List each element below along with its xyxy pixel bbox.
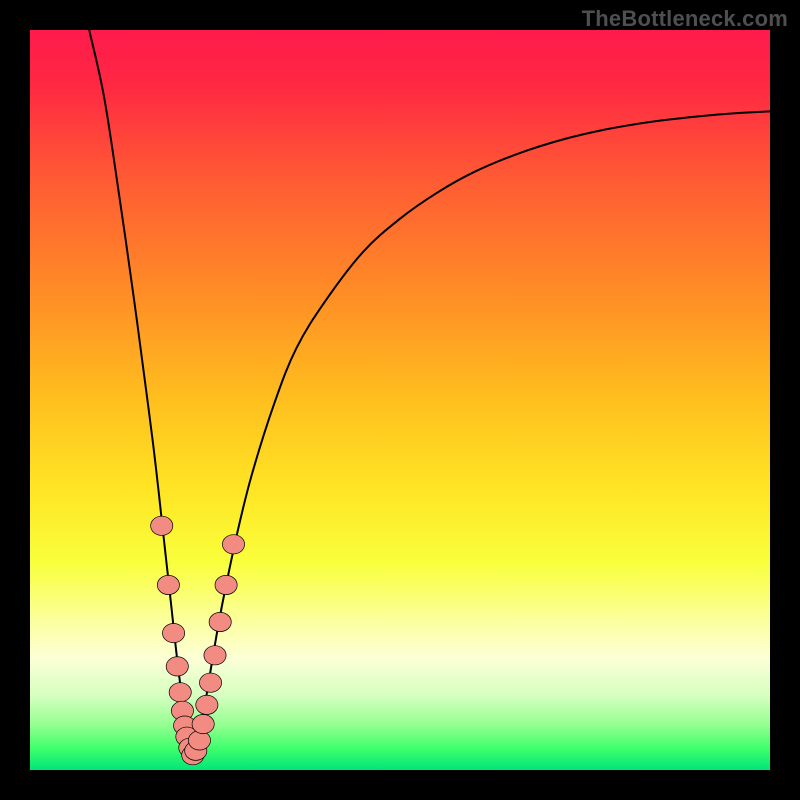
marker-point xyxy=(222,535,244,554)
marker-point xyxy=(192,715,214,734)
chart-svg xyxy=(0,0,800,800)
marker-point xyxy=(188,731,210,750)
marker-point xyxy=(215,575,237,594)
gradient-background xyxy=(30,30,770,770)
marker-point xyxy=(199,673,221,692)
marker-point xyxy=(157,575,179,594)
watermark-label: TheBottleneck.com xyxy=(582,6,788,32)
marker-point xyxy=(204,646,226,665)
marker-point xyxy=(196,695,218,714)
marker-point xyxy=(166,657,188,676)
chart-container: TheBottleneck.com xyxy=(0,0,800,800)
marker-point xyxy=(169,683,191,702)
marker-point xyxy=(162,623,184,642)
marker-point xyxy=(151,516,173,535)
marker-point xyxy=(209,612,231,631)
